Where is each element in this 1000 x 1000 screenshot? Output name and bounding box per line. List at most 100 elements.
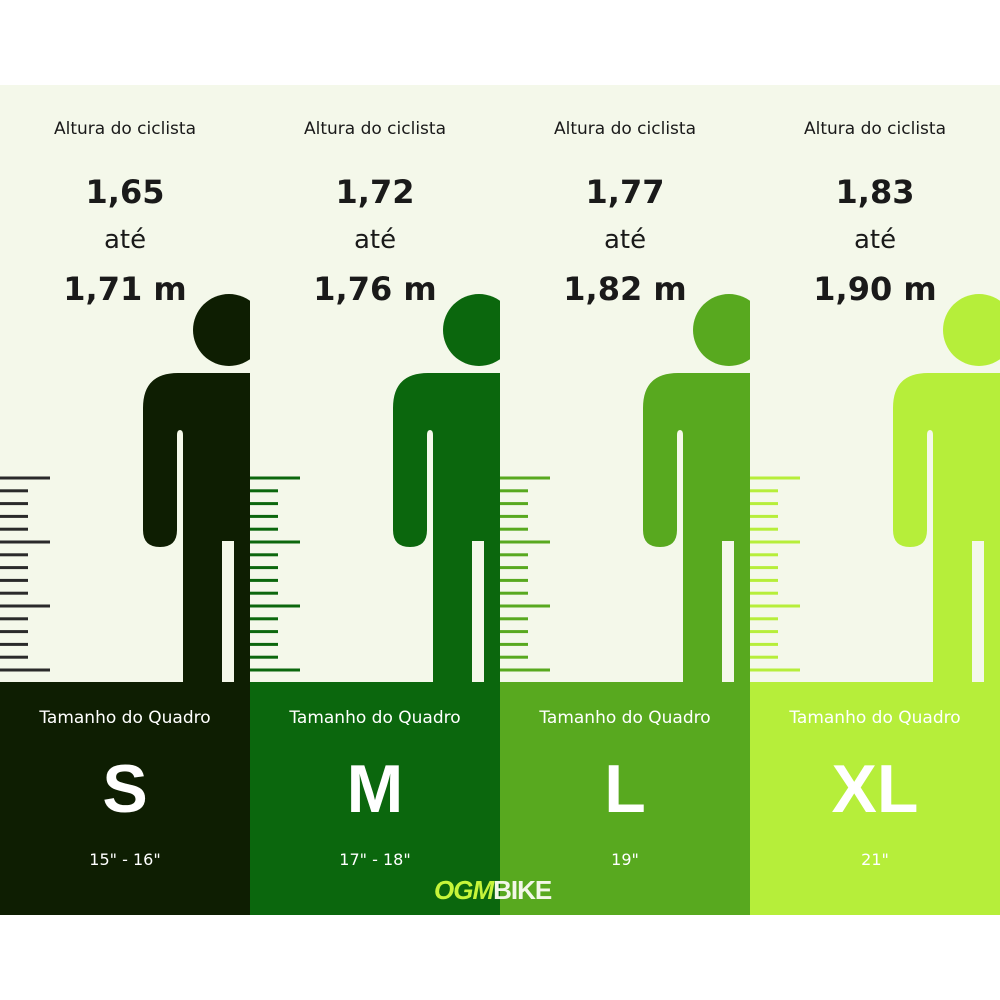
frame-size-label: Tamanho do Quadro — [789, 708, 961, 728]
ruler-tick — [750, 540, 800, 544]
ogmbike-logo: OGMBIKE — [434, 875, 552, 906]
ruler-tick — [250, 527, 278, 531]
logo-part1: OGM — [434, 875, 494, 905]
ruler-tick — [500, 617, 528, 621]
ruler-tick — [0, 655, 28, 659]
ruler-tick — [500, 540, 550, 544]
height-until-word: até — [853, 225, 897, 255]
size-column-m: Altura do ciclista 1,72 até 1,76 m Taman… — [250, 85, 500, 915]
ruler-tick — [250, 591, 278, 595]
ruler-tick — [750, 591, 778, 595]
ruler-tick — [250, 476, 300, 480]
person-figure-icon — [500, 294, 750, 685]
ruler-tick — [250, 578, 278, 582]
ruler-tick — [0, 668, 50, 672]
height-to: 1,76 m — [313, 270, 437, 308]
frame-size-inches: 15" - 16" — [89, 850, 161, 869]
ruler-tick — [500, 476, 550, 480]
ruler-tick — [500, 489, 528, 493]
frame-size-letter: XL — [831, 751, 919, 827]
height-until-word: até — [603, 225, 647, 255]
frame-size-label: Tamanho do Quadro — [39, 708, 211, 728]
ruler-tick — [0, 642, 28, 646]
ruler-tick — [250, 630, 278, 634]
frame-size-letter: S — [102, 751, 148, 827]
ruler-tick — [250, 514, 278, 518]
leg-gap — [222, 541, 234, 683]
ruler-tick — [250, 668, 300, 672]
height-until-word: até — [103, 225, 147, 255]
person-figure-icon — [0, 294, 250, 685]
frame-size-inches: 21" — [861, 850, 889, 869]
ruler-tick — [750, 553, 778, 557]
head-shape — [693, 294, 750, 366]
ruler-tick — [250, 617, 278, 621]
ruler-tick — [0, 489, 28, 493]
ruler-tick — [750, 566, 778, 570]
rider-height-label: Altura do ciclista — [303, 119, 446, 139]
ruler-tick — [750, 514, 778, 518]
height-from: 1,83 — [835, 173, 915, 211]
ruler-tick — [750, 502, 778, 506]
ruler-tick — [500, 642, 528, 646]
leg-gap — [472, 541, 484, 683]
frame-size-band: Tamanho do Quadro L 19" — [500, 682, 750, 915]
ruler-tick — [0, 527, 28, 531]
size-column-xl: Altura do ciclista 1,83 até 1,90 m Taman… — [750, 85, 1000, 915]
height-to: 1,90 m — [813, 270, 937, 308]
ruler-tick — [500, 566, 528, 570]
rider-height-label: Altura do ciclista — [553, 119, 696, 139]
head-shape — [943, 294, 1000, 366]
person-figure-icon — [250, 294, 500, 685]
ruler-tick — [750, 642, 778, 646]
ruler-tick — [750, 668, 800, 672]
leg-gap — [972, 541, 984, 683]
rider-height-label: Altura do ciclista — [53, 119, 196, 139]
ruler-tick — [500, 630, 528, 634]
frame-size-label: Tamanho do Quadro — [289, 708, 461, 728]
ruler-tick — [500, 553, 528, 557]
ruler-tick — [750, 655, 778, 659]
height-from: 1,77 — [585, 173, 665, 211]
ruler-tick — [750, 489, 778, 493]
rider-height-label: Altura do ciclista — [803, 119, 946, 139]
ruler-tick — [0, 553, 28, 557]
ruler-tick — [0, 502, 28, 506]
ruler-tick — [250, 553, 278, 557]
frame-size-band: Tamanho do Quadro M 17" - 18" — [250, 682, 500, 915]
head-shape — [193, 294, 250, 366]
ruler-tick — [0, 476, 50, 480]
leg-gap — [722, 541, 734, 683]
ruler-tick — [0, 566, 28, 570]
ruler-tick — [750, 617, 778, 621]
ruler-tick — [750, 630, 778, 634]
height-from: 1,72 — [335, 173, 415, 211]
ruler-tick — [250, 566, 278, 570]
ruler-tick — [750, 527, 778, 531]
ruler-tick — [750, 476, 800, 480]
ruler-tick — [0, 591, 28, 595]
ruler-tick — [500, 604, 550, 608]
ruler-tick — [250, 489, 278, 493]
ruler-tick — [250, 604, 300, 608]
ruler-tick — [750, 578, 778, 582]
ruler-tick — [250, 642, 278, 646]
ruler-tick — [500, 591, 528, 595]
size-chart-panel: Altura do ciclista 1,65 até 1,71 m Taman… — [0, 85, 1000, 915]
ruler-tick — [500, 655, 528, 659]
ruler-tick — [0, 540, 50, 544]
height-from: 1,65 — [85, 173, 165, 211]
ruler-tick — [500, 502, 528, 506]
ruler-tick — [500, 578, 528, 582]
frame-size-letter: L — [604, 751, 646, 827]
ruler-tick — [500, 668, 550, 672]
frame-size-inches: 17" - 18" — [339, 850, 411, 869]
size-column-l: Altura do ciclista 1,77 até 1,82 m Taman… — [500, 85, 750, 915]
person-figure-icon — [750, 294, 1000, 685]
logo-part2: BIKE — [493, 875, 552, 905]
frame-size-label: Tamanho do Quadro — [539, 708, 711, 728]
ruler-tick — [0, 578, 28, 582]
size-column-s: Altura do ciclista 1,65 até 1,71 m Taman… — [0, 85, 250, 915]
ruler-tick — [250, 655, 278, 659]
frame-size-band: Tamanho do Quadro S 15" - 16" — [0, 682, 250, 915]
